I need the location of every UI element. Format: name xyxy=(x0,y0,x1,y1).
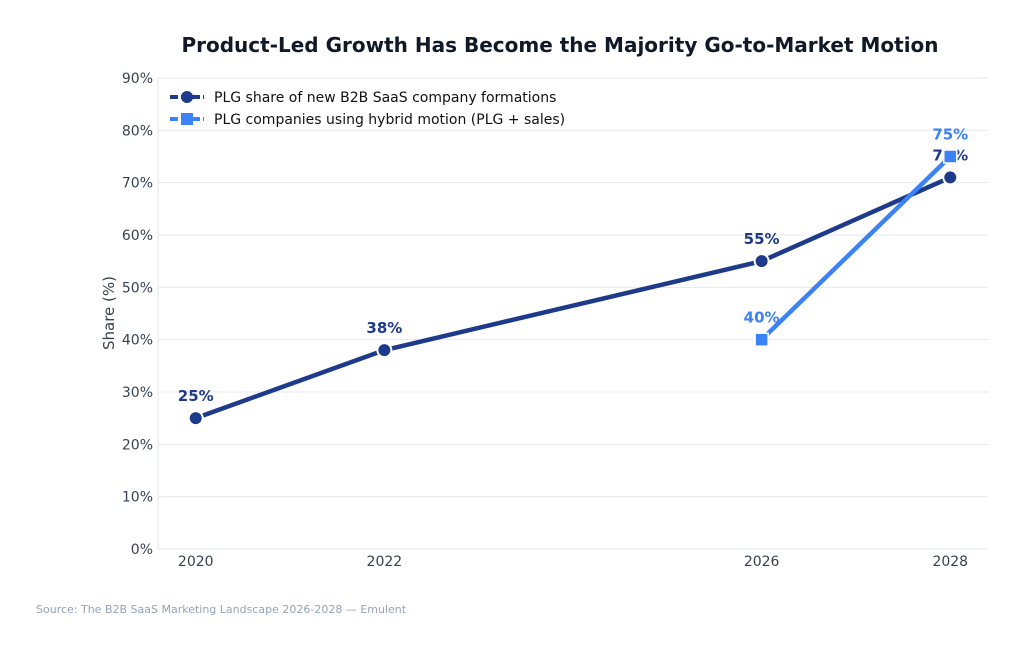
x-tick-label: 2028 xyxy=(932,554,968,570)
data-point xyxy=(942,169,959,186)
data-point xyxy=(376,342,393,359)
series-line-1 xyxy=(194,175,952,421)
y-tick-label: 10% xyxy=(122,490,153,506)
data-label: 55% xyxy=(744,230,780,248)
chart-title: Product-Led Growth Has Become the Majori… xyxy=(181,33,939,57)
y-tick-label: 60% xyxy=(122,228,153,244)
y-tick-label: 90% xyxy=(122,71,153,87)
legend-marker xyxy=(181,113,193,125)
legend-label: PLG companies using hybrid motion (PLG +… xyxy=(214,112,565,128)
legend-marker xyxy=(181,91,193,103)
x-tick-label: 2020 xyxy=(178,554,214,570)
data-label: 75% xyxy=(932,126,968,144)
data-point xyxy=(187,410,204,427)
x-tick-label: 2026 xyxy=(744,554,780,570)
y-tick-label: 20% xyxy=(122,437,153,453)
y-tick-label: 80% xyxy=(122,123,153,139)
y-tick-label: 0% xyxy=(131,542,153,558)
y-tick-label: 70% xyxy=(122,176,153,192)
source-note: Source: The B2B SaaS Marketing Landscape… xyxy=(36,603,407,616)
y-tick-label: 30% xyxy=(122,385,153,401)
data-label: 40% xyxy=(744,309,780,327)
y-tick-label: 50% xyxy=(122,280,153,296)
data-point xyxy=(753,253,770,270)
y-axis-label: Share (%) xyxy=(100,276,118,350)
data-point xyxy=(943,149,958,164)
legend-label: PLG share of new B2B SaaS company format… xyxy=(214,90,556,106)
x-tick-label: 2022 xyxy=(367,554,403,570)
series-line-2 xyxy=(760,154,952,342)
data-point xyxy=(754,332,769,347)
data-label: 25% xyxy=(178,387,214,405)
data-label: 38% xyxy=(366,319,402,337)
y-tick-label: 40% xyxy=(122,333,153,349)
